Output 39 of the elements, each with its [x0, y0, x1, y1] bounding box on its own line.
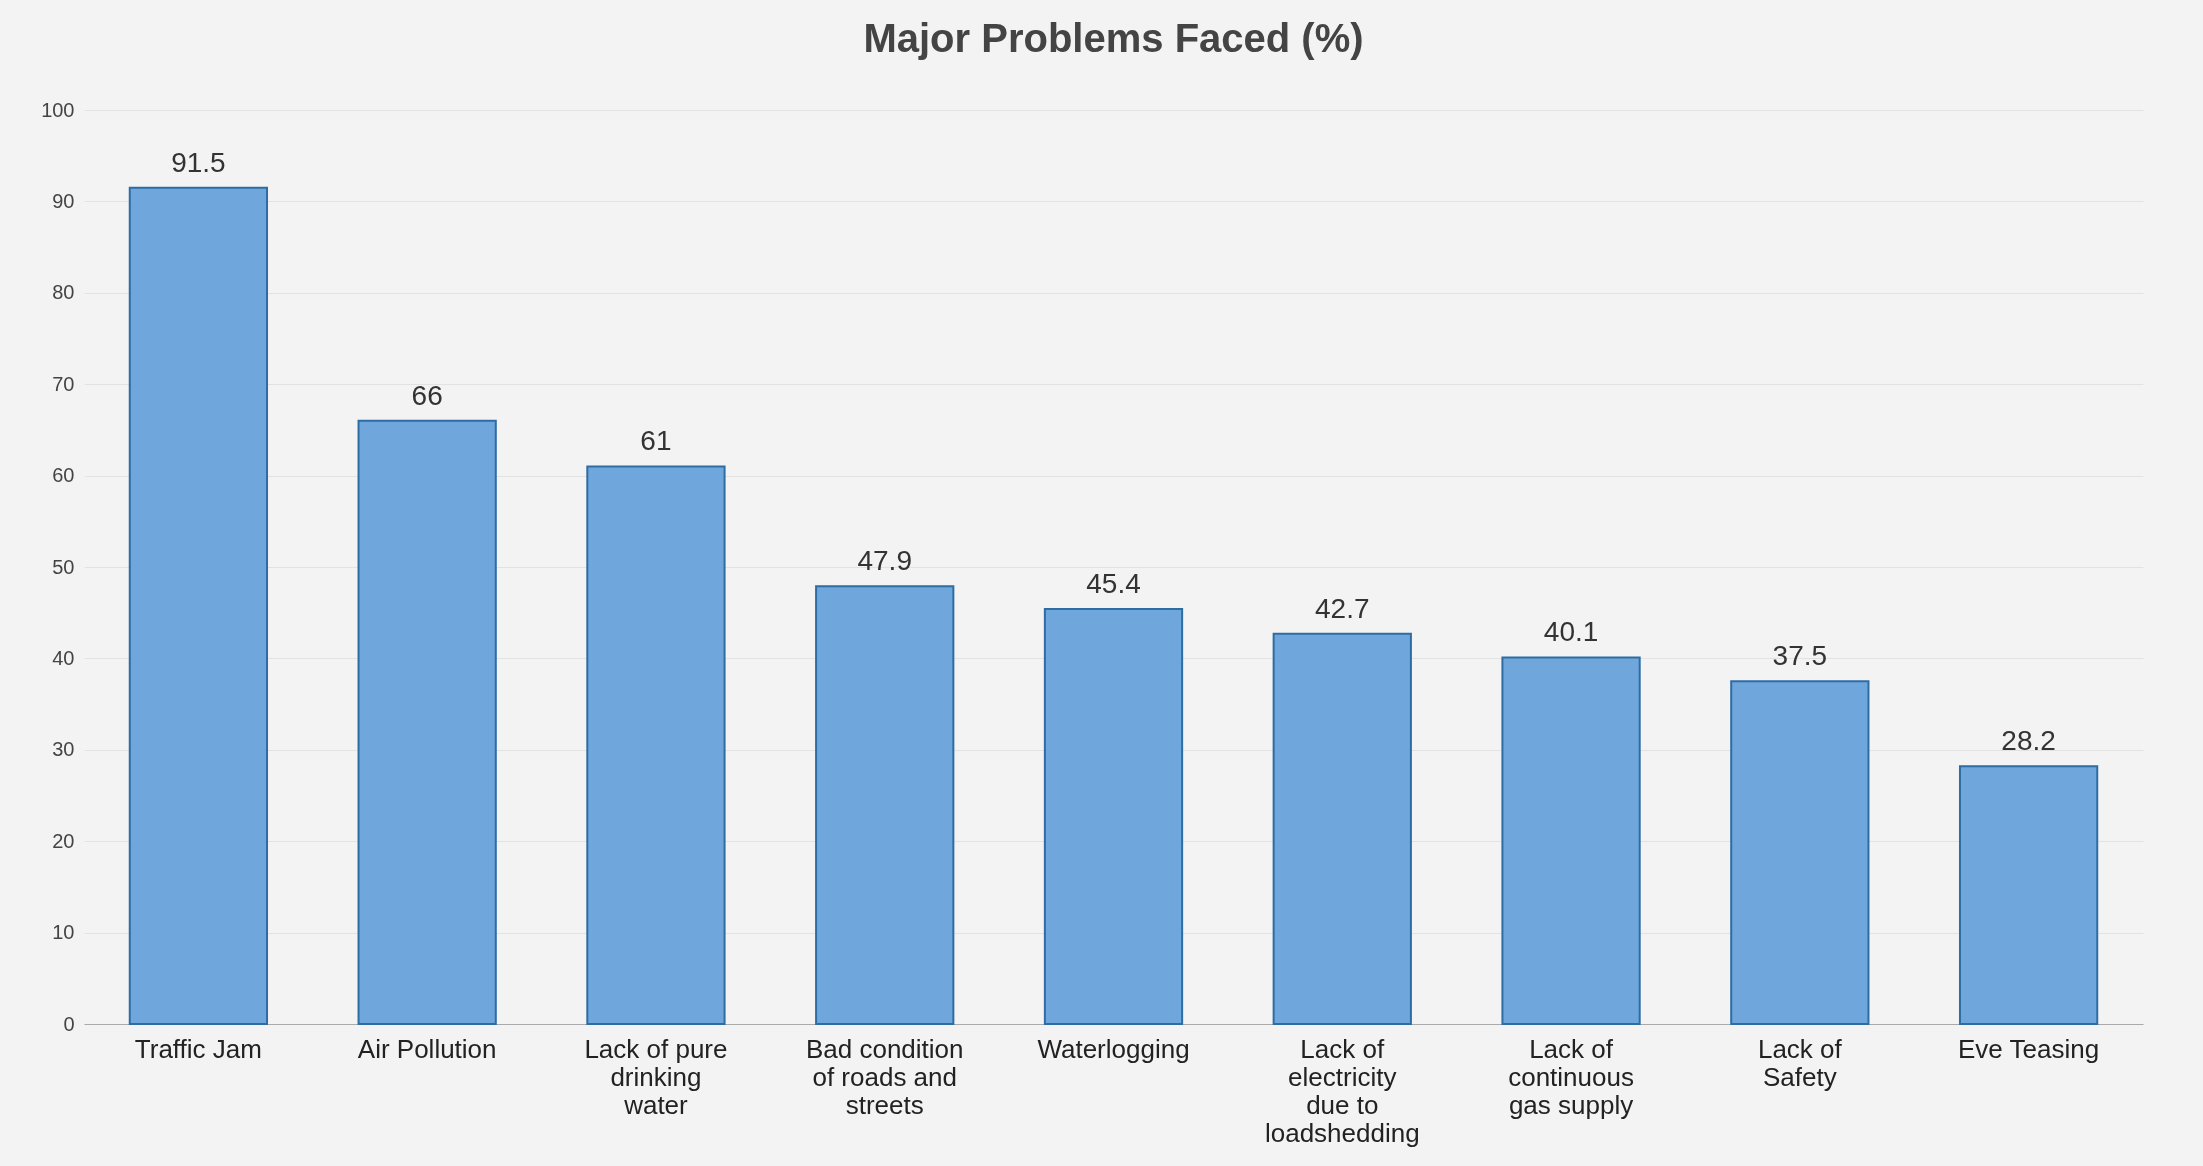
x-tick-label: Waterlogging — [1037, 1033, 1190, 1064]
bar — [1730, 680, 1870, 1025]
chart-title: Major Problems Faced (%) — [863, 16, 1364, 60]
y-tick-label: 50 — [52, 555, 75, 578]
y-tick-label: 0 — [63, 1012, 75, 1035]
y-tick-label: 80 — [52, 281, 75, 304]
y-tick-label: 10 — [52, 921, 75, 944]
x-tick-label: Eve Teasing — [1958, 1033, 2100, 1064]
data-label: 47.9 — [857, 545, 912, 577]
x-tick-label: Lack of Safety — [1757, 1033, 1843, 1092]
x-tick-label: Lack of continuous gas supply — [1508, 1033, 1634, 1120]
data-label: 28.2 — [2001, 725, 2056, 757]
data-label: 37.5 — [1772, 640, 1828, 672]
y-tick-label: 30 — [52, 738, 75, 761]
y-tick-label: 70 — [52, 372, 75, 395]
data-label: 66 — [411, 379, 443, 411]
data-label: 40.1 — [1543, 616, 1599, 648]
bar — [1958, 765, 2099, 1025]
x-tick-label: Lack of pure drinking water — [584, 1033, 728, 1120]
bar — [815, 585, 955, 1025]
x-tick-label: Lack of electricity due to loadshedding — [1264, 1033, 1420, 1148]
bar — [357, 419, 497, 1025]
x-tick-label: Traffic Jam — [134, 1033, 262, 1064]
y-tick-label: 40 — [52, 646, 75, 669]
bar — [1501, 656, 1641, 1025]
x-tick-label: Bad condition of roads and streets — [805, 1033, 964, 1120]
x-tick-label: Air Pollution — [357, 1033, 497, 1064]
y-tick-label: 20 — [52, 829, 75, 852]
data-label: 42.7 — [1315, 592, 1370, 624]
bar — [128, 186, 269, 1025]
y-tick-label: 60 — [52, 464, 75, 487]
data-label: 61 — [640, 425, 672, 457]
bar — [1272, 632, 1412, 1025]
data-label: 91.5 — [171, 146, 226, 178]
y-tick-label: 100 — [41, 98, 75, 121]
bar — [1043, 608, 1184, 1025]
bar — [586, 465, 726, 1025]
y-tick-label: 90 — [52, 189, 75, 212]
data-label: 45.4 — [1086, 568, 1141, 600]
